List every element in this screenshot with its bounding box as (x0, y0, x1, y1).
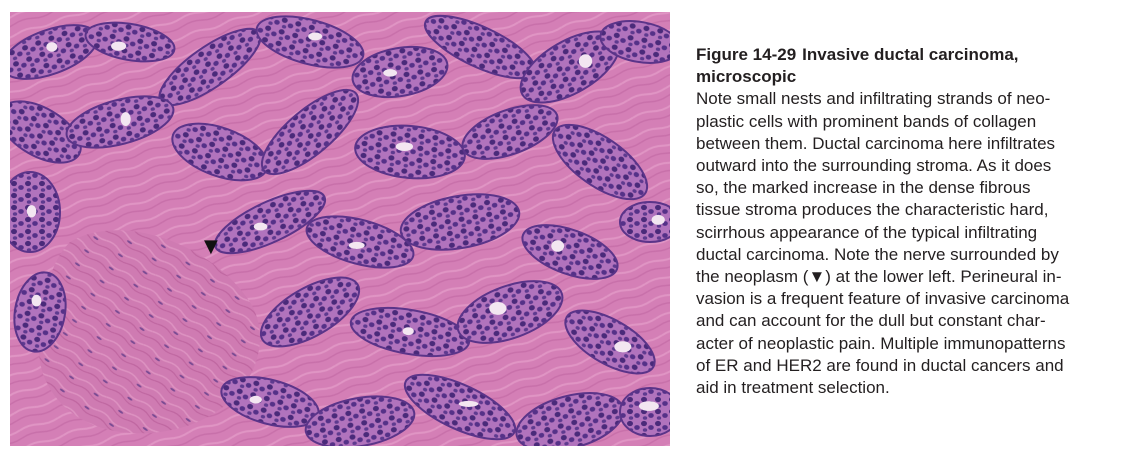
tumor-nest (304, 395, 416, 446)
tumor-nest (521, 224, 619, 280)
gland-lumen (614, 341, 632, 353)
tumor-nest (599, 20, 670, 64)
tumor-nest (10, 100, 82, 164)
tumor-nest (255, 15, 365, 69)
gland-lumen (253, 222, 268, 231)
caption-line: vasion is a frequent feature of invasive… (696, 289, 1070, 309)
gland-lumen (578, 54, 593, 68)
figure-caption: Figure 14-29 Invasive ductal carcinoma, m… (696, 44, 1116, 399)
tumor-nest (84, 21, 176, 63)
gland-lumen (402, 327, 414, 336)
tumor-nests (10, 14, 670, 446)
gland-lumen (489, 301, 507, 315)
caption-body: Note small nests and infiltrating strand… (696, 88, 1116, 399)
tumor-nest (354, 124, 466, 180)
caption-heading: Figure 14-29 Invasive ductal carcinoma, m… (696, 44, 1116, 88)
gland-lumen (111, 41, 127, 51)
gland-lumen (638, 401, 659, 411)
gland-lumen (120, 112, 131, 127)
tumor-nest (461, 104, 559, 160)
tumor-nest (351, 45, 449, 99)
caption-line: so, the marked increase in the dense fib… (696, 178, 1031, 198)
tumor-nest (619, 201, 670, 243)
tumor-nest (260, 88, 360, 176)
caption-line: aid in treatment selection. (696, 378, 890, 398)
tumor-nest (619, 387, 670, 437)
tumor-nest (65, 95, 175, 149)
caption-line: outward into the surrounding stroma. As … (696, 156, 1052, 176)
caption-line: and can account for the dull but constan… (696, 311, 1046, 331)
figure-title-line-1: Invasive ductal carcinoma, (802, 45, 1019, 64)
gland-lumen (551, 240, 565, 252)
caption-line: the neoplasm (▼) at the lower left. Peri… (696, 267, 1062, 287)
gland-lumen (348, 241, 365, 249)
histology-micrograph: ▼ (10, 12, 670, 446)
tumor-nest (13, 271, 67, 353)
caption-line: ductal carcinoma. Note the nerve surroun… (696, 244, 1059, 264)
gland-lumen (395, 142, 414, 152)
gland-lumen (651, 214, 665, 225)
caption-line: of ER and HER2 are found in ductal cance… (696, 355, 1064, 375)
gland-lumen (46, 42, 58, 52)
caption-line: acter of neoplastic pain. Multiple immun… (696, 333, 1066, 353)
figure-title-line-2: microscopic (696, 67, 797, 87)
tumor-nest (305, 215, 415, 269)
gland-lumen (31, 294, 42, 307)
gland-lumen (308, 32, 323, 41)
tumor-nest (456, 280, 564, 344)
caption-line: tissue stroma produces the characteristi… (696, 200, 1049, 220)
tumor-nest (399, 193, 521, 251)
gland-lumen (26, 205, 37, 218)
caption-line: scirrhous appearance of the typical infi… (696, 222, 1038, 242)
gland-lumen (249, 395, 262, 404)
tumor-nest (403, 373, 517, 441)
nerve-arrow-marker: ▼ (204, 236, 218, 257)
tumor-nest (551, 123, 649, 201)
gland-lumen (383, 69, 398, 77)
tumor-nest (564, 309, 656, 375)
gland-lumen (458, 400, 479, 407)
caption-line: Note small nests and infiltrating strand… (696, 89, 1051, 109)
caption-line: between them. Ductal carcinoma here infi… (696, 133, 1056, 153)
nerve-bundle (38, 230, 260, 434)
tumor-nest (213, 189, 327, 255)
micrograph-svg: ▼ (10, 12, 670, 446)
figure-number: Figure 14-29 (696, 45, 797, 64)
tumor-nest (259, 276, 361, 348)
caption-line: plastic cells with prominent bands of co… (696, 111, 1037, 131)
